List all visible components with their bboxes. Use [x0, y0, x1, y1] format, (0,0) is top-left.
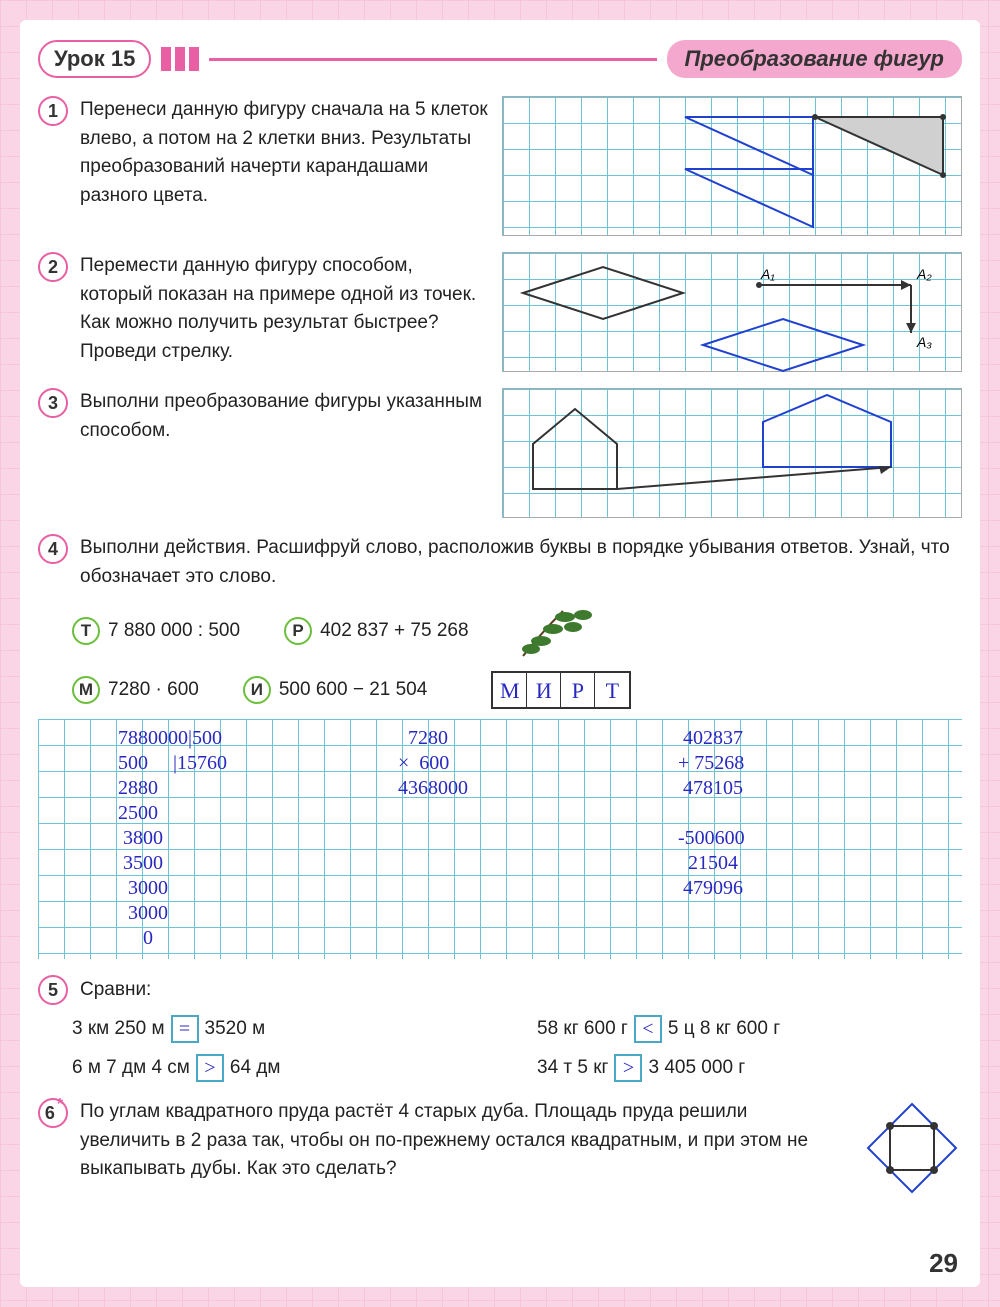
- cmp-sign: <: [634, 1015, 662, 1043]
- answer-letter-3: Р: [561, 673, 595, 707]
- compare-row: 58 кг 600 г <5 ц 8 кг 600 г: [537, 1015, 962, 1044]
- svg-text:A₃: A₃: [916, 334, 932, 350]
- task-4-item-M: М 7280 · 600: [72, 676, 199, 705]
- task-4-text: Выполни действия. Расшифруй слово, распо…: [80, 534, 962, 591]
- handwritten-calc: 478105: [678, 773, 743, 803]
- task-4-item-T: Т 7 880 000 : 500: [72, 617, 240, 646]
- task-number-5: 5: [38, 975, 68, 1005]
- task-1-figure: [502, 96, 962, 236]
- letter-I: И: [243, 676, 271, 704]
- handwritten-calc: 4368000: [398, 773, 468, 803]
- task-6-text: По углам квадратного пруда растёт 4 стар…: [80, 1098, 840, 1184]
- cmp-left: 3 км 250 м: [72, 1018, 165, 1039]
- task-4-item-R: Р 402 837 + 75 268: [284, 617, 468, 646]
- letter-R: Р: [284, 617, 312, 645]
- task-number-4: 4: [38, 534, 68, 564]
- lesson-badge: Урок 15: [38, 40, 151, 78]
- task-1: 1 Перенеси данную фигуру сначала на 5 кл…: [38, 96, 962, 236]
- task-number-2: 2: [38, 252, 68, 282]
- letter-M: М: [72, 676, 100, 704]
- answer-letter-1: М: [493, 673, 527, 707]
- task-3-figure: [502, 388, 962, 518]
- task-6: 6 По углам квадратного пруда растёт 4 ст…: [38, 1098, 962, 1198]
- expr-R: 402 837 + 75 268: [320, 617, 468, 646]
- task-2: 2 Перемести данную фигуру способом, кото…: [38, 252, 962, 372]
- cmp-sign: >: [614, 1054, 642, 1082]
- cmp-sign: =: [171, 1015, 199, 1043]
- cmp-left: 58 кг 600 г: [537, 1018, 628, 1039]
- task-number-6: 6: [38, 1098, 68, 1128]
- cmp-right: 5 ц 8 кг 600 г: [668, 1018, 780, 1039]
- task-5: 5 Сравни: 3 км 250 м = 3520 м 58 кг 600 г <5…: [38, 975, 962, 1082]
- compare-grid: 3 км 250 м = 3520 м 58 кг 600 г <5 ц 8 кг 60…: [72, 1015, 962, 1082]
- workbook-page: Урок 15 Преобразование фигур 1 Перенеси …: [20, 20, 980, 1287]
- answer-word: М И Р Т: [491, 671, 631, 709]
- work-grid: 7880000|500500 |1576028802500 3800 3500 …: [38, 719, 962, 959]
- expr-T: 7 880 000 : 500: [108, 617, 240, 646]
- header-dots: [161, 47, 199, 71]
- answer-letter-4: Т: [595, 673, 629, 707]
- task-3: 3 Выполни преобразование фигуры указанны…: [38, 388, 962, 518]
- task-2-figure: A₁ A₂ A₃: [502, 252, 962, 372]
- task-3-text: Выполни преобразование фигуры указанным …: [80, 388, 490, 445]
- task-4-item-I: И 500 600 − 21 504: [243, 676, 427, 705]
- svg-text:A₁: A₁: [760, 266, 775, 282]
- cmp-right: 3 405 000 г: [648, 1057, 745, 1078]
- task-2-text: Перемести данную фигуру способом, которы…: [80, 252, 490, 366]
- task-4-row1: Т 7 880 000 : 500 Р 402 837 + 75 268: [72, 601, 962, 661]
- plant-icon: [513, 601, 603, 661]
- task-5-label: Сравни:: [80, 976, 151, 1005]
- compare-row: 34 т 5 кг >3 405 000 г: [537, 1054, 962, 1083]
- handwritten-calc: 479096: [678, 873, 743, 903]
- compare-row: 6 м 7 дм 4 см >64 дм: [72, 1054, 497, 1083]
- cmp-left: 34 т 5 кг: [537, 1057, 608, 1078]
- header-rule: [209, 58, 656, 61]
- task-number-3: 3: [38, 388, 68, 418]
- svg-text:A₂: A₂: [916, 266, 932, 282]
- cmp-right: 64 дм: [230, 1057, 281, 1078]
- page-title: Преобразование фигур: [667, 40, 963, 78]
- pond-figure: [862, 1098, 962, 1198]
- expr-M: 7280 · 600: [108, 676, 199, 705]
- compare-row: 3 км 250 м = 3520 м: [72, 1015, 497, 1044]
- cmp-sign: >: [196, 1054, 224, 1082]
- cmp-left: 6 м 7 дм 4 см: [72, 1057, 190, 1078]
- task-4-row2: М 7280 · 600 И 500 600 − 21 504 М И Р Т: [72, 671, 962, 709]
- page-header: Урок 15 Преобразование фигур: [38, 40, 962, 78]
- expr-I: 500 600 − 21 504: [279, 676, 427, 705]
- answer-letter-2: И: [527, 673, 561, 707]
- cmp-right: 3520 м: [205, 1018, 266, 1039]
- page-number: 29: [929, 1248, 958, 1279]
- task-number-1: 1: [38, 96, 68, 126]
- letter-T: Т: [72, 617, 100, 645]
- task-4: 4 Выполни действия. Расшифруй слово, рас…: [38, 534, 962, 959]
- task-1-text: Перенеси данную фигуру сначала на 5 клет…: [80, 96, 490, 210]
- handwritten-calc: 0: [118, 923, 153, 953]
